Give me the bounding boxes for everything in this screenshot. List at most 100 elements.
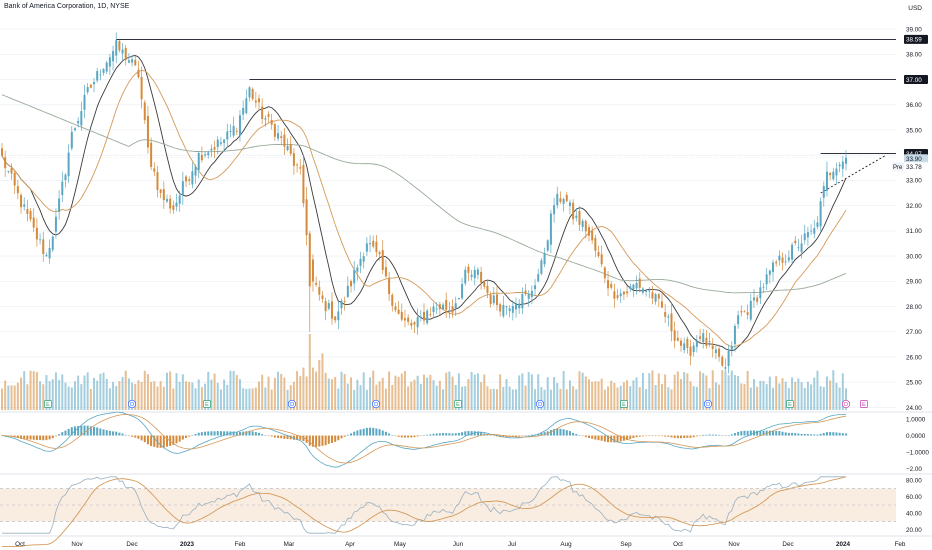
trend-line-dashed <box>820 154 887 194</box>
volume-bar <box>591 381 594 410</box>
volume-bar <box>286 389 289 410</box>
volume-bar <box>108 388 111 410</box>
candle-body <box>641 288 644 293</box>
macd-histogram-bar <box>32 435 35 440</box>
price-tick-label: 36.00 <box>906 102 922 109</box>
macd-histogram-bar <box>664 435 667 437</box>
macd-histogram-bar <box>197 432 200 436</box>
volume-bar <box>737 375 740 410</box>
macd-histogram-bar <box>292 435 295 440</box>
volume-bar <box>794 381 797 410</box>
volume-bar <box>213 373 216 410</box>
candle-body <box>327 303 330 309</box>
macd-tick-label: 1.0000 <box>906 416 926 423</box>
macd-histogram-bar <box>749 430 752 436</box>
candle-body <box>115 40 118 56</box>
candle-body <box>185 176 188 182</box>
volume-bar <box>89 389 92 410</box>
candle-body <box>473 269 476 279</box>
event-marker-label: E <box>788 402 792 408</box>
volume-bar <box>134 383 137 410</box>
candle-body <box>419 316 422 318</box>
candle-body <box>80 111 83 126</box>
macd-histogram-bar <box>756 430 759 436</box>
volume-bar <box>83 375 86 410</box>
macd-histogram-bar <box>308 435 311 446</box>
candle-body <box>416 317 419 328</box>
x-tick-label: Nov <box>728 541 740 548</box>
volume-bar <box>445 372 448 410</box>
volume-bar <box>832 370 835 410</box>
x-tick-label: Oct <box>15 541 25 548</box>
candle-body <box>603 267 606 279</box>
macd-histogram-bar <box>286 435 289 440</box>
macd-histogram-bar <box>524 435 527 436</box>
macd-histogram-bar <box>407 435 410 438</box>
volume-bar <box>660 384 663 410</box>
price-tick-label: 24.00 <box>906 405 922 412</box>
macd-histogram-bar <box>23 435 26 440</box>
macd-histogram-bar <box>603 435 606 442</box>
macd-histogram-bar <box>454 433 457 436</box>
volume-bar <box>23 371 26 410</box>
candle-body <box>810 230 813 232</box>
volume-bar <box>483 374 486 410</box>
candle-body <box>800 243 803 253</box>
candle-body <box>499 304 502 312</box>
macd-histogram-bar <box>480 432 483 436</box>
volume-bar <box>461 386 464 410</box>
candle-body <box>197 152 200 170</box>
candle-body <box>740 311 743 313</box>
macd-histogram-bar <box>629 435 632 439</box>
candle-body <box>670 313 673 332</box>
candle-body <box>445 299 448 310</box>
volume-bar <box>121 377 124 410</box>
volume-bar <box>772 387 775 410</box>
volume-bar <box>775 376 778 410</box>
x-tick-label: Oct <box>673 541 683 548</box>
macd-histogram-bar <box>131 435 134 437</box>
volume-bar <box>185 381 188 410</box>
candle-body <box>273 124 276 137</box>
macd-histogram-bar <box>410 435 413 438</box>
macd-histogram-bar <box>264 435 267 436</box>
candle-body <box>816 222 819 227</box>
volume-bar <box>508 386 511 410</box>
candle-body <box>660 301 663 308</box>
volume-bar <box>223 379 226 410</box>
volume-bar <box>388 371 391 410</box>
macd-histogram-bar <box>635 435 638 438</box>
volume-bar <box>752 379 755 410</box>
candle-body <box>165 199 168 202</box>
volume-bar <box>651 370 654 410</box>
candle-body <box>112 51 115 62</box>
candle-body <box>143 102 146 121</box>
volume-bar <box>13 385 16 410</box>
candle-body <box>378 252 381 255</box>
macd-histogram-bar <box>670 435 673 438</box>
volume-bar <box>343 373 346 410</box>
candle-body <box>181 181 184 195</box>
volume-bar <box>549 389 552 410</box>
candle-body <box>832 171 835 180</box>
candle-body <box>369 243 372 245</box>
macd-histogram-bar <box>26 435 29 440</box>
macd-histogram-bar <box>778 431 781 436</box>
volume-bar <box>340 371 343 410</box>
volume-bar <box>254 387 257 410</box>
volume-bar <box>648 373 651 410</box>
macd-histogram-bar <box>45 435 48 441</box>
volume-bar <box>204 383 207 410</box>
macd-histogram-bar <box>616 435 619 443</box>
macd-histogram-bar <box>112 431 115 436</box>
volume-bar <box>51 379 54 410</box>
signal-line <box>1 414 847 464</box>
volume-bar <box>727 375 730 410</box>
macd-histogram-bar <box>845 433 847 436</box>
macd-histogram-bar <box>419 435 422 437</box>
candle-body <box>597 251 600 256</box>
volume-bar <box>327 378 330 410</box>
macd-histogram-bar <box>232 431 235 436</box>
macd-histogram-bar <box>476 431 479 436</box>
